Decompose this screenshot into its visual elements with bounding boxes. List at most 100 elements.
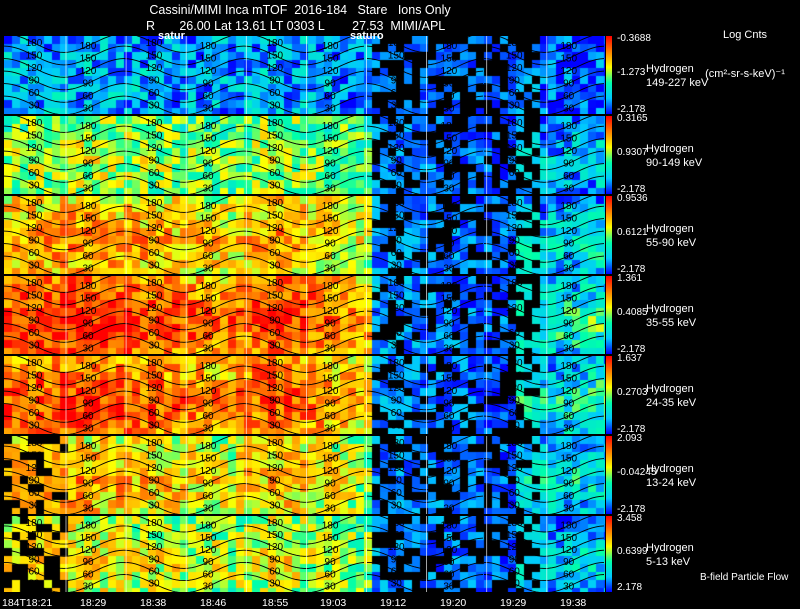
energy-range: 90-149 keV xyxy=(646,157,703,169)
contour-label: 60 xyxy=(443,569,455,580)
contour-line xyxy=(123,218,245,238)
contour-label: 90 xyxy=(202,158,214,169)
contour-label: 30 xyxy=(325,423,337,434)
contour-line xyxy=(243,403,365,423)
contour-line xyxy=(123,415,245,434)
contour-label: 150 xyxy=(26,291,43,302)
panel-species-label: Hydrogen 5-13 keV xyxy=(646,541,694,569)
contour-label: 120 xyxy=(146,303,163,314)
contour-label: 60 xyxy=(325,91,337,102)
contour-label: 90 xyxy=(509,155,521,166)
energy-range: 55-90 keV xyxy=(646,237,697,249)
contour-line xyxy=(243,243,365,263)
contour-label: 90 xyxy=(563,318,575,329)
contour-label: 120 xyxy=(80,146,97,157)
contour-label: 120 xyxy=(388,63,405,74)
contour-label: 60 xyxy=(509,168,521,179)
contour-line xyxy=(243,205,365,226)
contour-line xyxy=(243,163,365,183)
contour-line xyxy=(243,323,365,343)
contour-line xyxy=(243,83,365,103)
contour-line xyxy=(496,36,593,53)
contour-label: 180 xyxy=(200,361,217,372)
contour-line xyxy=(483,365,605,386)
contour-label: 30 xyxy=(28,180,40,191)
spectrogram-panel-5: 180 180 150 150 120 120 90 90 60 60 30 30 180 180 150 1… xyxy=(4,356,605,434)
contour-line xyxy=(379,196,472,213)
contour-line xyxy=(123,574,245,592)
spectrogram-panel-1: 180 180 150 150 120 120 90 90 60 60 30 30 180 180 150 1… xyxy=(4,36,605,114)
contour-line xyxy=(243,561,365,582)
colorbar-mid-value: 0.2703 xyxy=(617,387,648,398)
contour-label: 180 xyxy=(146,518,163,529)
contour-label: 150 xyxy=(388,131,405,142)
contour-line xyxy=(243,175,365,194)
contour-label: 90 xyxy=(82,398,94,409)
contour-label: 90 xyxy=(325,78,337,89)
contour-line xyxy=(123,378,245,398)
contour-label: 180 xyxy=(146,278,163,289)
contour-label: 180 xyxy=(322,441,339,452)
contour-line xyxy=(123,255,245,274)
contour-label: 60 xyxy=(563,91,575,102)
energy-range: 13-24 keV xyxy=(646,477,697,489)
contour-label: 60 xyxy=(202,411,214,422)
contour-label: 150 xyxy=(506,530,523,541)
contour-label: 90 xyxy=(391,235,403,246)
colorbar-max-value: 3.458 xyxy=(617,513,643,524)
contour-line xyxy=(483,549,605,569)
contour-line xyxy=(366,483,484,503)
contour-line xyxy=(123,150,245,171)
colorbar xyxy=(606,516,612,592)
contour-label: 120 xyxy=(441,545,458,556)
contour-label: 60 xyxy=(443,411,455,422)
contour-label: 180 xyxy=(266,358,283,369)
contour-label: 30 xyxy=(509,100,521,111)
contour-label: 90 xyxy=(391,554,403,565)
contour-line xyxy=(366,495,484,514)
contour-line xyxy=(483,415,605,434)
contour-label: 180 xyxy=(322,121,339,132)
colorbar xyxy=(606,36,612,114)
contour-label: 180 xyxy=(441,361,458,372)
contour-label: 120 xyxy=(26,223,43,234)
colorbar-min-value: -2.178 xyxy=(617,424,646,435)
contour-line xyxy=(123,445,245,466)
contour-label: 180 xyxy=(441,521,458,532)
spectrogram-panel-6: 180 180 150 150 120 120 90 90 60 60 30 30 180 180 150 1… xyxy=(4,436,605,514)
contour-line xyxy=(123,298,245,318)
contour-label: 120 xyxy=(26,143,43,154)
contour-label: 120 xyxy=(388,463,405,474)
contour-label: 60 xyxy=(391,566,403,577)
contour-label: 90 xyxy=(509,395,521,406)
saturation-label: satur xyxy=(158,30,185,42)
contour-line xyxy=(16,356,112,373)
contour-line xyxy=(16,196,112,213)
contour-label: 60 xyxy=(391,168,403,179)
contour-line xyxy=(483,243,605,263)
contour-label: 180 xyxy=(26,518,43,529)
contour-label: 120 xyxy=(200,146,217,157)
contour-label: 150 xyxy=(506,291,523,302)
contour-line xyxy=(483,205,605,226)
contour-label: 180 xyxy=(322,361,339,372)
contour-label: 60 xyxy=(391,328,403,339)
contour-label: 30 xyxy=(28,579,40,590)
contour-label: 180 xyxy=(388,118,405,129)
contour-line xyxy=(483,310,605,331)
contour-label: 180 xyxy=(441,281,458,292)
contour-label: 90 xyxy=(148,395,160,406)
contour-label: 90 xyxy=(28,475,40,486)
contour-label: 60 xyxy=(269,408,281,419)
contour-label: 90 xyxy=(391,155,403,166)
contour-label: 150 xyxy=(146,371,163,382)
contour-line xyxy=(123,285,245,306)
time-tick-label: 18:46 xyxy=(200,597,227,609)
contour-label: 30 xyxy=(443,503,455,514)
contour-line xyxy=(16,436,112,453)
contour-label: 30 xyxy=(269,340,281,351)
colorbar-min-value: -2.178 xyxy=(617,504,646,515)
contour-label: 30 xyxy=(325,263,337,274)
contour-line xyxy=(483,483,605,503)
contour-line xyxy=(4,230,125,251)
